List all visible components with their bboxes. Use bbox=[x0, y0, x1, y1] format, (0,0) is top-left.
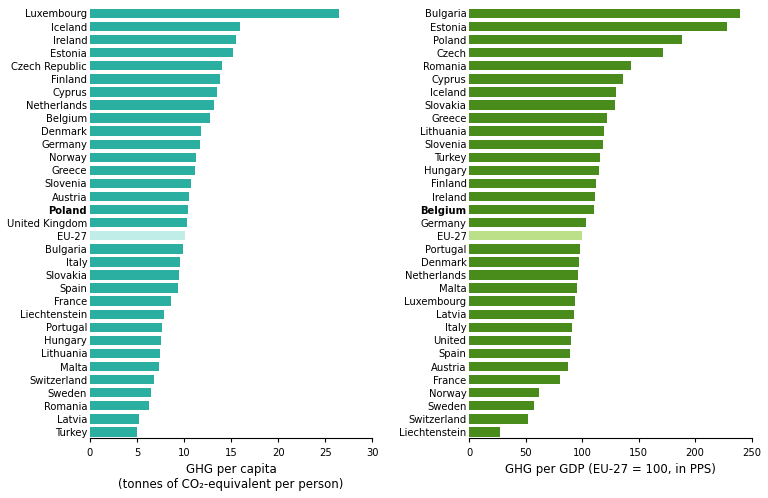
Bar bbox=[469, 61, 631, 71]
Bar bbox=[469, 114, 607, 123]
Bar bbox=[469, 231, 582, 241]
Bar bbox=[90, 296, 170, 306]
Bar bbox=[90, 270, 180, 280]
Bar bbox=[90, 218, 187, 228]
Bar bbox=[469, 205, 594, 214]
Bar bbox=[469, 401, 534, 410]
X-axis label: GHG per capita
(tonnes of CO₂-equivalent per person): GHG per capita (tonnes of CO₂-equivalent… bbox=[118, 463, 344, 491]
Bar bbox=[90, 388, 151, 397]
Bar bbox=[469, 192, 594, 201]
Bar bbox=[90, 61, 222, 71]
Bar bbox=[90, 87, 217, 97]
Bar bbox=[90, 336, 161, 345]
Bar bbox=[469, 166, 599, 175]
Bar bbox=[469, 323, 572, 332]
Bar bbox=[90, 166, 195, 175]
Bar bbox=[469, 179, 596, 188]
Bar bbox=[469, 139, 603, 149]
Bar bbox=[90, 192, 189, 201]
Bar bbox=[469, 218, 586, 228]
Bar bbox=[90, 257, 180, 266]
Bar bbox=[469, 257, 579, 266]
Bar bbox=[90, 205, 188, 214]
Bar bbox=[469, 283, 577, 293]
Bar bbox=[469, 9, 740, 18]
Bar bbox=[469, 375, 560, 384]
Bar bbox=[90, 375, 154, 384]
Bar bbox=[469, 296, 575, 306]
Bar bbox=[90, 100, 214, 110]
Bar bbox=[469, 414, 528, 424]
Bar bbox=[90, 48, 233, 57]
Bar bbox=[90, 126, 201, 136]
Bar bbox=[469, 152, 601, 162]
Bar bbox=[90, 231, 185, 241]
Bar bbox=[469, 35, 681, 44]
Bar bbox=[469, 22, 727, 31]
Bar bbox=[90, 349, 160, 358]
Bar bbox=[469, 388, 539, 397]
Bar bbox=[469, 87, 616, 97]
Bar bbox=[90, 152, 197, 162]
Bar bbox=[469, 336, 571, 345]
Bar bbox=[469, 427, 500, 437]
Bar bbox=[469, 349, 570, 358]
Bar bbox=[469, 126, 604, 136]
Bar bbox=[90, 139, 200, 149]
Bar bbox=[90, 114, 210, 123]
Bar bbox=[469, 310, 574, 319]
Bar bbox=[469, 48, 664, 57]
Bar bbox=[90, 244, 183, 253]
Bar bbox=[469, 74, 623, 84]
Bar bbox=[469, 270, 578, 280]
Bar bbox=[469, 362, 568, 371]
X-axis label: GHG per GDP (EU-27 = 100, in PPS): GHG per GDP (EU-27 = 100, in PPS) bbox=[505, 463, 716, 476]
Bar bbox=[90, 35, 236, 44]
Bar bbox=[469, 100, 615, 110]
Bar bbox=[90, 401, 149, 410]
Bar bbox=[90, 179, 190, 188]
Bar bbox=[90, 283, 178, 293]
Bar bbox=[469, 244, 580, 253]
Bar bbox=[90, 22, 240, 31]
Bar bbox=[90, 323, 162, 332]
Bar bbox=[90, 74, 220, 84]
Bar bbox=[90, 414, 139, 424]
Bar bbox=[90, 9, 339, 18]
Bar bbox=[90, 427, 137, 437]
Bar bbox=[90, 362, 159, 371]
Bar bbox=[90, 310, 164, 319]
